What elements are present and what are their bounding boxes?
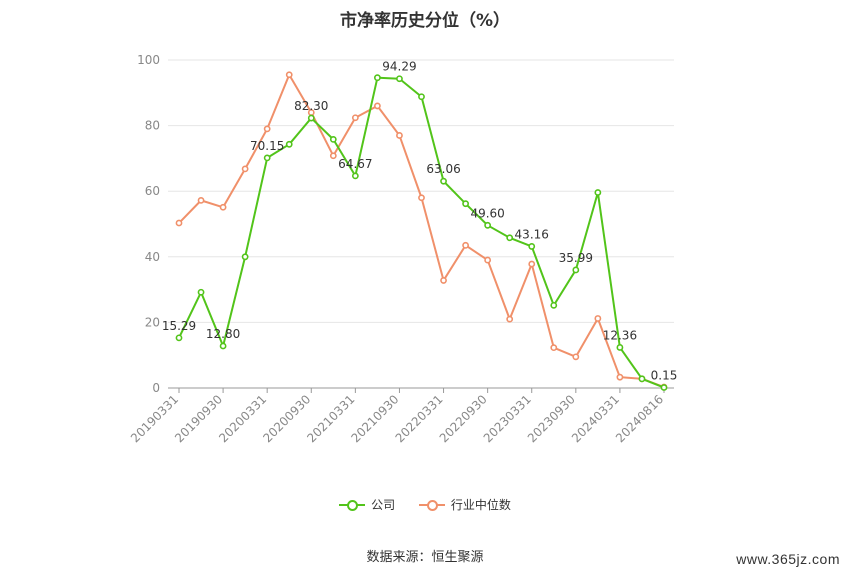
data-point-company xyxy=(241,253,249,261)
data-label: 49.60 xyxy=(470,206,504,220)
legend-label-industry-median: 行业中位数 xyxy=(450,498,511,512)
data-point-company xyxy=(418,93,425,101)
y-tick-label: 80 xyxy=(145,119,160,133)
data-point-company xyxy=(528,243,536,250)
data-label: 0.15 xyxy=(651,369,678,383)
legend-label-company: 公司 xyxy=(371,498,396,512)
data-point-company xyxy=(197,288,205,296)
legend-item-company[interactable]: 公司 xyxy=(339,496,395,513)
data-label: 15.29 xyxy=(162,319,196,333)
data-point-company xyxy=(175,334,183,342)
data-point-industry-median xyxy=(462,241,469,249)
data-point-industry-median xyxy=(550,344,558,352)
data-point-company xyxy=(329,135,337,143)
data-source-note: 数据来源：恒生聚源 xyxy=(366,550,484,565)
data-point-company xyxy=(351,172,359,180)
data-point-company xyxy=(572,266,580,274)
data-label: 43.16 xyxy=(515,227,549,241)
data-point-industry-median xyxy=(329,152,337,160)
data-point-company xyxy=(219,342,227,350)
data-point-company xyxy=(484,221,492,229)
legend-swatch-company xyxy=(339,499,366,511)
data-point-industry-median xyxy=(506,315,514,323)
data-label: 12.80 xyxy=(206,327,240,341)
data-point-industry-median xyxy=(484,256,492,264)
data-point-industry-median xyxy=(572,353,580,361)
y-tick-label: 60 xyxy=(145,184,160,198)
series-line-company xyxy=(178,76,665,389)
data-point-industry-median xyxy=(528,260,536,268)
data-label: 70.15 xyxy=(250,139,284,153)
data-point-company xyxy=(462,200,469,208)
data-point-industry-median xyxy=(263,125,271,133)
data-point-industry-median xyxy=(374,102,381,110)
data-point-industry-median xyxy=(594,315,602,322)
legend-item-industry-median[interactable]: 行业中位数 xyxy=(418,496,511,513)
data-point-industry-median xyxy=(285,71,293,79)
data-point-industry-median xyxy=(440,277,447,284)
data-point-industry-median xyxy=(219,203,227,211)
data-point-company xyxy=(263,154,271,162)
chart-title: 市净率历史分位（%） xyxy=(339,11,511,31)
legend-swatch-industry-median xyxy=(418,499,445,511)
data-point-company xyxy=(660,384,668,391)
data-point-industry-median xyxy=(241,165,249,173)
y-tick-label: 40 xyxy=(145,250,160,264)
data-point-industry-median xyxy=(616,373,624,381)
data-label: 35.99 xyxy=(559,251,593,265)
data-point-industry-median xyxy=(418,194,425,202)
data-point-industry-median xyxy=(197,196,205,204)
y-tick-label: 100 xyxy=(137,53,160,67)
data-point-industry-median xyxy=(351,114,359,122)
data-point-company xyxy=(638,375,646,383)
data-point-industry-median xyxy=(175,219,183,227)
data-point-company xyxy=(396,75,403,83)
data-label: 82.30 xyxy=(294,99,328,113)
y-tick-label: 0 xyxy=(152,381,160,395)
data-point-company xyxy=(616,344,624,351)
data-point-company xyxy=(307,114,315,122)
data-point-company xyxy=(285,140,293,148)
data-point-company xyxy=(594,189,602,196)
data-point-company xyxy=(506,234,514,242)
x-tick-label: 20240816 xyxy=(613,392,666,445)
data-point-company xyxy=(550,301,558,309)
data-point-company xyxy=(374,74,381,82)
y-tick-label: 20 xyxy=(145,315,160,329)
data-label: 63.06 xyxy=(426,162,460,176)
data-point-company xyxy=(440,177,447,185)
data-point-industry-median xyxy=(396,132,403,139)
data-label: 94.29 xyxy=(382,60,416,74)
chart-legend: 公司 行业中位数 xyxy=(0,496,850,514)
data-label: 12.36 xyxy=(603,328,637,342)
watermark: www.365jz.com xyxy=(736,551,840,567)
data-label: 64.67 xyxy=(338,157,372,171)
